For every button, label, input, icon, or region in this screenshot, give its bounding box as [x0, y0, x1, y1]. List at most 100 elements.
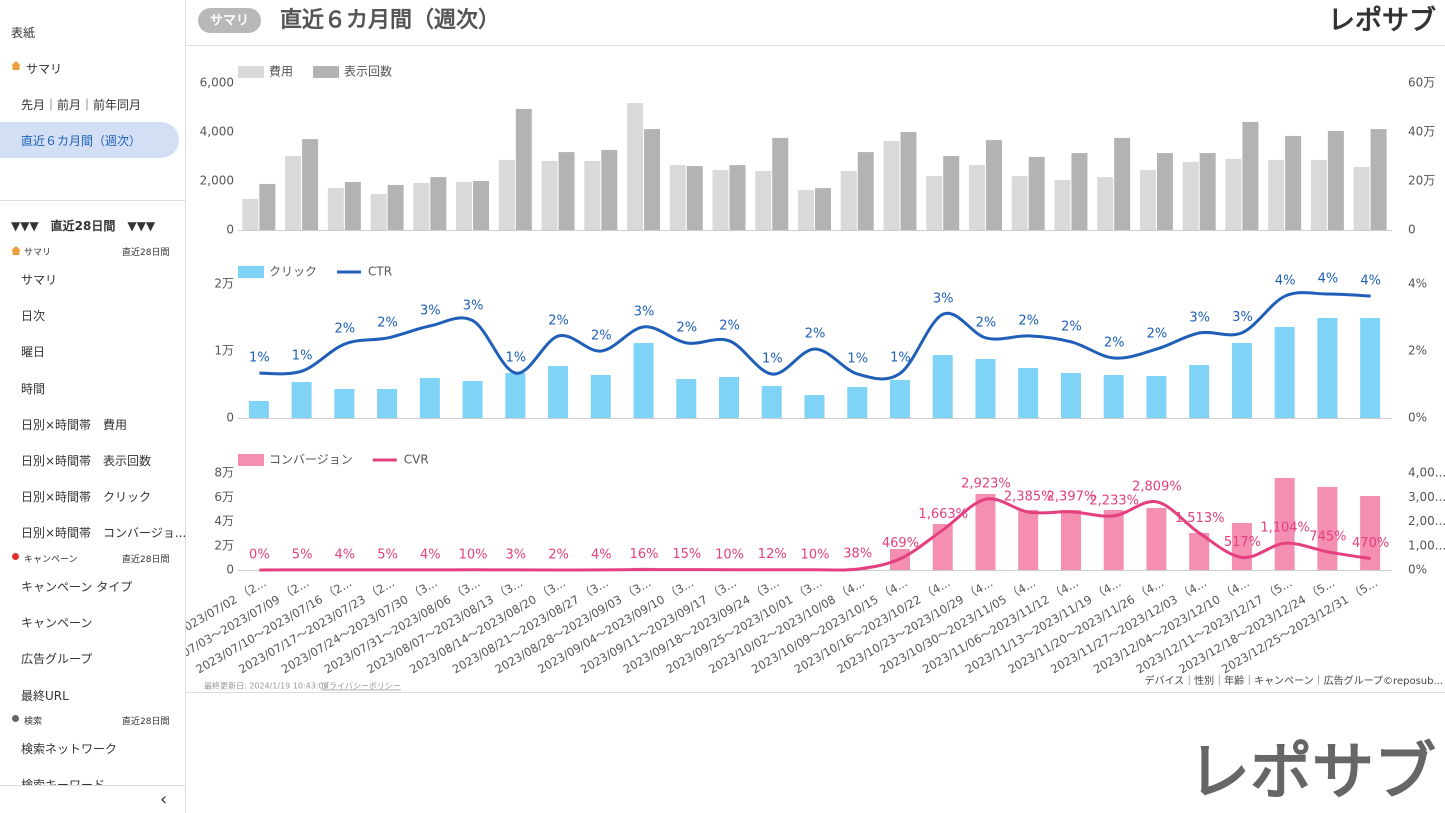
- data-label: 10%: [801, 547, 830, 562]
- nav-link[interactable]: 先月｜前月｜前年同月: [21, 98, 142, 112]
- bar: [498, 159, 515, 230]
- section-title: 検索: [24, 717, 43, 727]
- bar: [515, 108, 532, 230]
- bar: [462, 381, 483, 418]
- legend-label: クリック: [269, 265, 317, 279]
- bar: [1225, 158, 1242, 230]
- bar: [1370, 129, 1387, 230]
- bar: [676, 379, 697, 418]
- logo: レポサブ: [1328, 5, 1436, 37]
- nav-summary[interactable]: サマリ: [26, 62, 63, 76]
- bar: [755, 170, 772, 230]
- y2-tick-label: 0%: [1408, 563, 1427, 577]
- y-tick-label: 2万: [214, 277, 234, 291]
- nav-item[interactable]: 日別×時間帯 コンバージョ...: [21, 526, 186, 541]
- bar: [327, 188, 344, 230]
- bar: [505, 372, 526, 418]
- bar: [926, 176, 943, 230]
- data-label: 2%: [548, 313, 569, 328]
- y2-tick-label: 4,00...: [1408, 466, 1445, 480]
- collapse-button[interactable]: ‹: [160, 789, 168, 810]
- bar: [291, 382, 312, 418]
- nav-item[interactable]: 広告グループ: [21, 652, 93, 667]
- y-tick-label: 1万: [214, 344, 234, 358]
- bar: [857, 152, 874, 230]
- data-label: 3%: [463, 298, 484, 313]
- bar: [1146, 508, 1167, 570]
- bar: [1310, 159, 1327, 230]
- bar: [1242, 121, 1259, 230]
- nav-item[interactable]: 曜日: [21, 345, 46, 360]
- bar: [1139, 169, 1156, 230]
- nav-item[interactable]: 日別×時間帯 クリック: [21, 490, 152, 505]
- data-label: 2%: [377, 315, 398, 330]
- nav-item[interactable]: キャンペーン: [21, 616, 93, 631]
- data-label: 3%: [1232, 310, 1253, 325]
- data-label: 1,513%: [1175, 511, 1225, 526]
- bar: [932, 355, 953, 418]
- y2-tick-label: 0%: [1408, 411, 1427, 425]
- data-label: 2%: [591, 329, 612, 344]
- bar: [541, 160, 558, 230]
- nav-item[interactable]: 時間: [21, 381, 46, 396]
- bar: [242, 198, 259, 230]
- data-label: 1%: [847, 352, 868, 367]
- bar: [259, 183, 276, 230]
- nav-item[interactable]: 日別×時間帯 費用: [21, 417, 128, 432]
- bar: [1060, 509, 1081, 570]
- legend-swatch: [313, 66, 340, 78]
- data-label: 2%: [719, 318, 740, 333]
- data-label: 2,397%: [1047, 489, 1097, 504]
- collapse-bar: [0, 785, 185, 813]
- data-label: 2%: [1104, 336, 1125, 351]
- nav-item[interactable]: 日別×時間帯 表示回数: [21, 454, 152, 468]
- nav-item[interactable]: サマリ: [21, 273, 58, 287]
- y2-tick-label: 2,00...: [1408, 514, 1445, 528]
- nav-item[interactable]: 最終URL: [21, 688, 69, 703]
- nav-cover[interactable]: 表紙: [11, 26, 36, 40]
- y-tick-label: 8万: [214, 466, 234, 480]
- data-label: 3%: [506, 547, 527, 562]
- bar: [943, 156, 960, 230]
- bar: [248, 400, 269, 418]
- bar: [932, 524, 953, 570]
- bar: [334, 388, 355, 418]
- bar: [1018, 368, 1039, 418]
- divider-line: [0, 200, 185, 201]
- bar: [1097, 177, 1114, 230]
- data-label: 2,809%: [1132, 479, 1182, 494]
- bar: [840, 170, 857, 230]
- privacy-link[interactable]: プライバシーポリシー: [321, 682, 401, 691]
- data-label: 470%: [1352, 536, 1389, 551]
- y-tick-label: 0: [226, 223, 234, 237]
- bar: [1011, 176, 1028, 230]
- nav-link[interactable]: 直近６カ月間（週次）: [21, 134, 142, 148]
- nav-item[interactable]: 検索ネットワーク: [21, 742, 118, 756]
- bar: [1018, 509, 1039, 570]
- bar: [584, 160, 601, 230]
- bar: [601, 149, 618, 230]
- data-label: 3%: [634, 304, 655, 319]
- bar: [1360, 496, 1381, 570]
- legend-label: 表示回数: [344, 64, 392, 79]
- nav-item[interactable]: 日次: [21, 309, 46, 324]
- data-label: 38%: [843, 547, 872, 562]
- section-period: 直近28日間: [122, 717, 170, 727]
- bar: [798, 190, 814, 230]
- bar: [1071, 153, 1088, 230]
- bar: [772, 137, 789, 230]
- data-label: 10%: [715, 547, 744, 562]
- legend-swatch: [238, 66, 264, 78]
- data-label: 3%: [933, 292, 954, 307]
- sidebar: 表紙 サマリ 先月｜前月｜前年同月 直近６カ月間（週次） ▼▼▼ 直近28日間 ▼▼▼ サ…: [0, 0, 186, 813]
- home-icon: [11, 246, 21, 255]
- data-label: 12%: [758, 547, 787, 562]
- data-label: 5%: [377, 547, 398, 562]
- bar: [669, 165, 686, 230]
- nav-item[interactable]: キャンペーン タイプ: [21, 580, 133, 594]
- data-label: 4%: [591, 547, 612, 562]
- data-label: 745%: [1309, 529, 1346, 544]
- bar: [1268, 159, 1285, 230]
